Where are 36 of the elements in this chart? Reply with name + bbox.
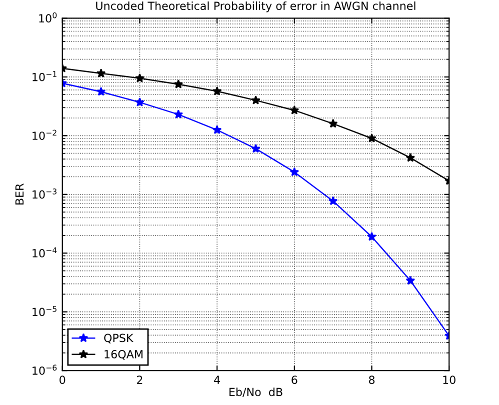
point — [212, 125, 222, 134]
x-tick-label: 4 — [214, 376, 220, 384]
point — [290, 167, 300, 176]
point — [212, 86, 222, 96]
point — [96, 68, 106, 78]
x-tick-label: 0 — [60, 376, 66, 384]
point — [367, 232, 376, 241]
legend-label: QPSK — [104, 334, 134, 344]
point — [251, 95, 260, 104]
chart-title: Uncoded Theoretical Probability of error in AWGN channel — [96, 1, 416, 12]
point — [174, 79, 184, 88]
y-tick-label: 10$^{−3}$ — [32, 188, 56, 199]
point — [328, 118, 338, 128]
x-axis-title: Eb/No dB — [229, 388, 282, 398]
point — [251, 144, 260, 153]
point — [328, 196, 338, 206]
y-tick-label: 10$^{0}$ — [39, 12, 57, 23]
x-tick-label: 2 — [137, 376, 142, 384]
y-tick-label: 10$^{−1}$ — [32, 71, 56, 82]
point — [96, 86, 106, 96]
y-axis-title: BER — [15, 184, 24, 204]
y-tick-label: 10$^{−2}$ — [32, 130, 56, 140]
y-tick-label: 10$^{−6}$ — [32, 364, 57, 375]
point — [135, 73, 144, 82]
point — [367, 134, 376, 142]
legend-label: 16QAM — [104, 350, 142, 360]
point — [406, 276, 416, 285]
x-tick-label: 6 — [292, 376, 298, 384]
point — [290, 105, 300, 114]
x-tick-label: 10 — [443, 376, 456, 384]
y-tick-label: 10$^{−5}$ — [32, 306, 56, 316]
point — [135, 97, 144, 106]
point — [406, 152, 416, 162]
y-tick-label: 10$^{−4}$ — [32, 247, 57, 258]
x-tick-label: 8 — [368, 376, 375, 384]
point — [174, 110, 184, 118]
